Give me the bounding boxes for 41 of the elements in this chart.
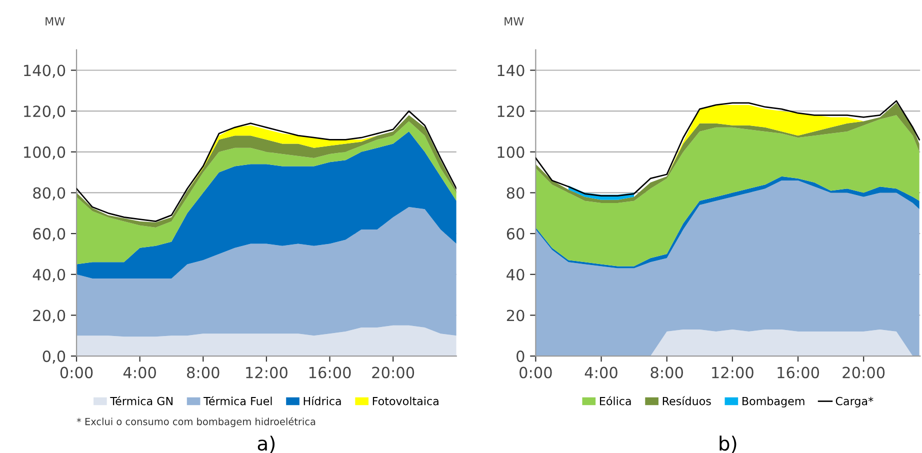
legend-label: Fotovoltaica <box>372 396 438 406</box>
y-tick-label: 120,0 <box>24 106 66 119</box>
x-tick-label: 8:00 <box>650 366 683 378</box>
x-tick-label: 12:00 <box>712 366 754 378</box>
y-tick-label: 80 <box>506 187 524 199</box>
legend-label: Térmica Fuel <box>204 396 272 406</box>
legend-label: Térmica GN <box>110 396 172 406</box>
y-tick-label: 80,0 <box>33 187 66 200</box>
y-tick-label: 140,0 <box>24 64 66 78</box>
x-tick-label: 0:00 <box>520 366 552 378</box>
x-tick-label: 16:00 <box>778 366 820 378</box>
x-tick-label: 20:00 <box>372 366 414 378</box>
legend-label: Resíduos <box>662 396 711 406</box>
y-tick-label: 20,0 <box>33 310 66 323</box>
x-tick-label: 0:00 <box>60 366 93 378</box>
legend-label: Bombagem <box>742 396 804 408</box>
y-tick-label: 120 <box>498 106 524 118</box>
text: * Exclui o consumo com bombagem hidroelétrica <box>76 417 316 428</box>
y-tick-label: 60,0 <box>33 228 66 242</box>
y-tick-label: 100 <box>498 146 524 158</box>
x-tick-label: 8:00 <box>187 366 220 378</box>
y-tick-label: 40 <box>506 268 524 280</box>
legend-label: Carga* <box>836 396 874 408</box>
x-tick-label: 4:00 <box>584 366 618 378</box>
y-tick-label: 140 <box>498 64 524 76</box>
x-tick-label: 12:00 <box>246 366 288 378</box>
x-tick-label: 20:00 <box>842 366 885 378</box>
y-axis-title: MW <box>46 17 65 26</box>
text: a) <box>258 436 275 453</box>
text: b) <box>720 436 736 453</box>
x-tick-label: 16:00 <box>309 366 351 378</box>
x-tick-label: 4:00 <box>123 366 156 378</box>
y-tick-label: 0 <box>516 350 524 362</box>
legend-label: Eólica <box>600 396 631 406</box>
y-tick-label: 100,0 <box>24 146 66 160</box>
y-axis-title: MW <box>504 17 524 26</box>
y-tick-label: 20 <box>506 310 524 322</box>
legend-label: Hídrica <box>304 396 341 406</box>
y-tick-label: 40,0 <box>32 268 66 282</box>
y-tick-label: 60 <box>506 228 524 240</box>
y-tick-label: 0,0 <box>42 350 66 364</box>
